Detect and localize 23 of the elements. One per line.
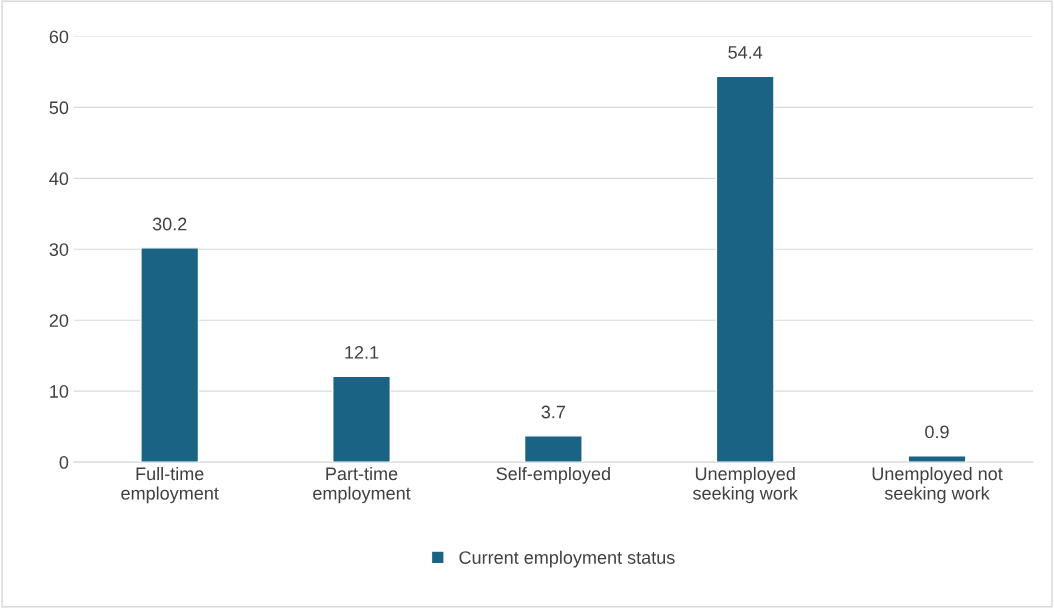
data-label: 0.9 <box>925 425 949 439</box>
x-tick-label: Self-employed <box>496 466 610 484</box>
bar <box>523 435 583 463</box>
x-tick-label: Unemployed not seeking work <box>872 466 1003 504</box>
y-tick-label: 10 <box>50 385 69 398</box>
bar <box>715 75 775 463</box>
bar <box>907 455 967 463</box>
data-label: 12.1 <box>345 346 379 359</box>
y-tick-label: 60 <box>49 30 69 44</box>
y-tick-label: 20 <box>49 314 69 327</box>
data-label: 54.4 <box>728 46 763 59</box>
x-tick-label: Unemployed seeking work <box>693 466 798 504</box>
legend-label: Current employment status <box>459 550 675 568</box>
x-tick-label: Full-time employment <box>121 466 219 504</box>
bar <box>332 375 391 463</box>
y-tick-label: 50 <box>49 101 69 115</box>
y-tick-label: 0 <box>59 456 69 469</box>
bar <box>140 247 200 463</box>
x-tick-label: Part-time employment <box>313 466 411 504</box>
data-label: 3.7 <box>541 405 565 419</box>
y-tick-label: 30 <box>49 243 69 256</box>
data-label: 30.2 <box>152 217 187 231</box>
y-tick-label: 40 <box>49 172 69 186</box>
